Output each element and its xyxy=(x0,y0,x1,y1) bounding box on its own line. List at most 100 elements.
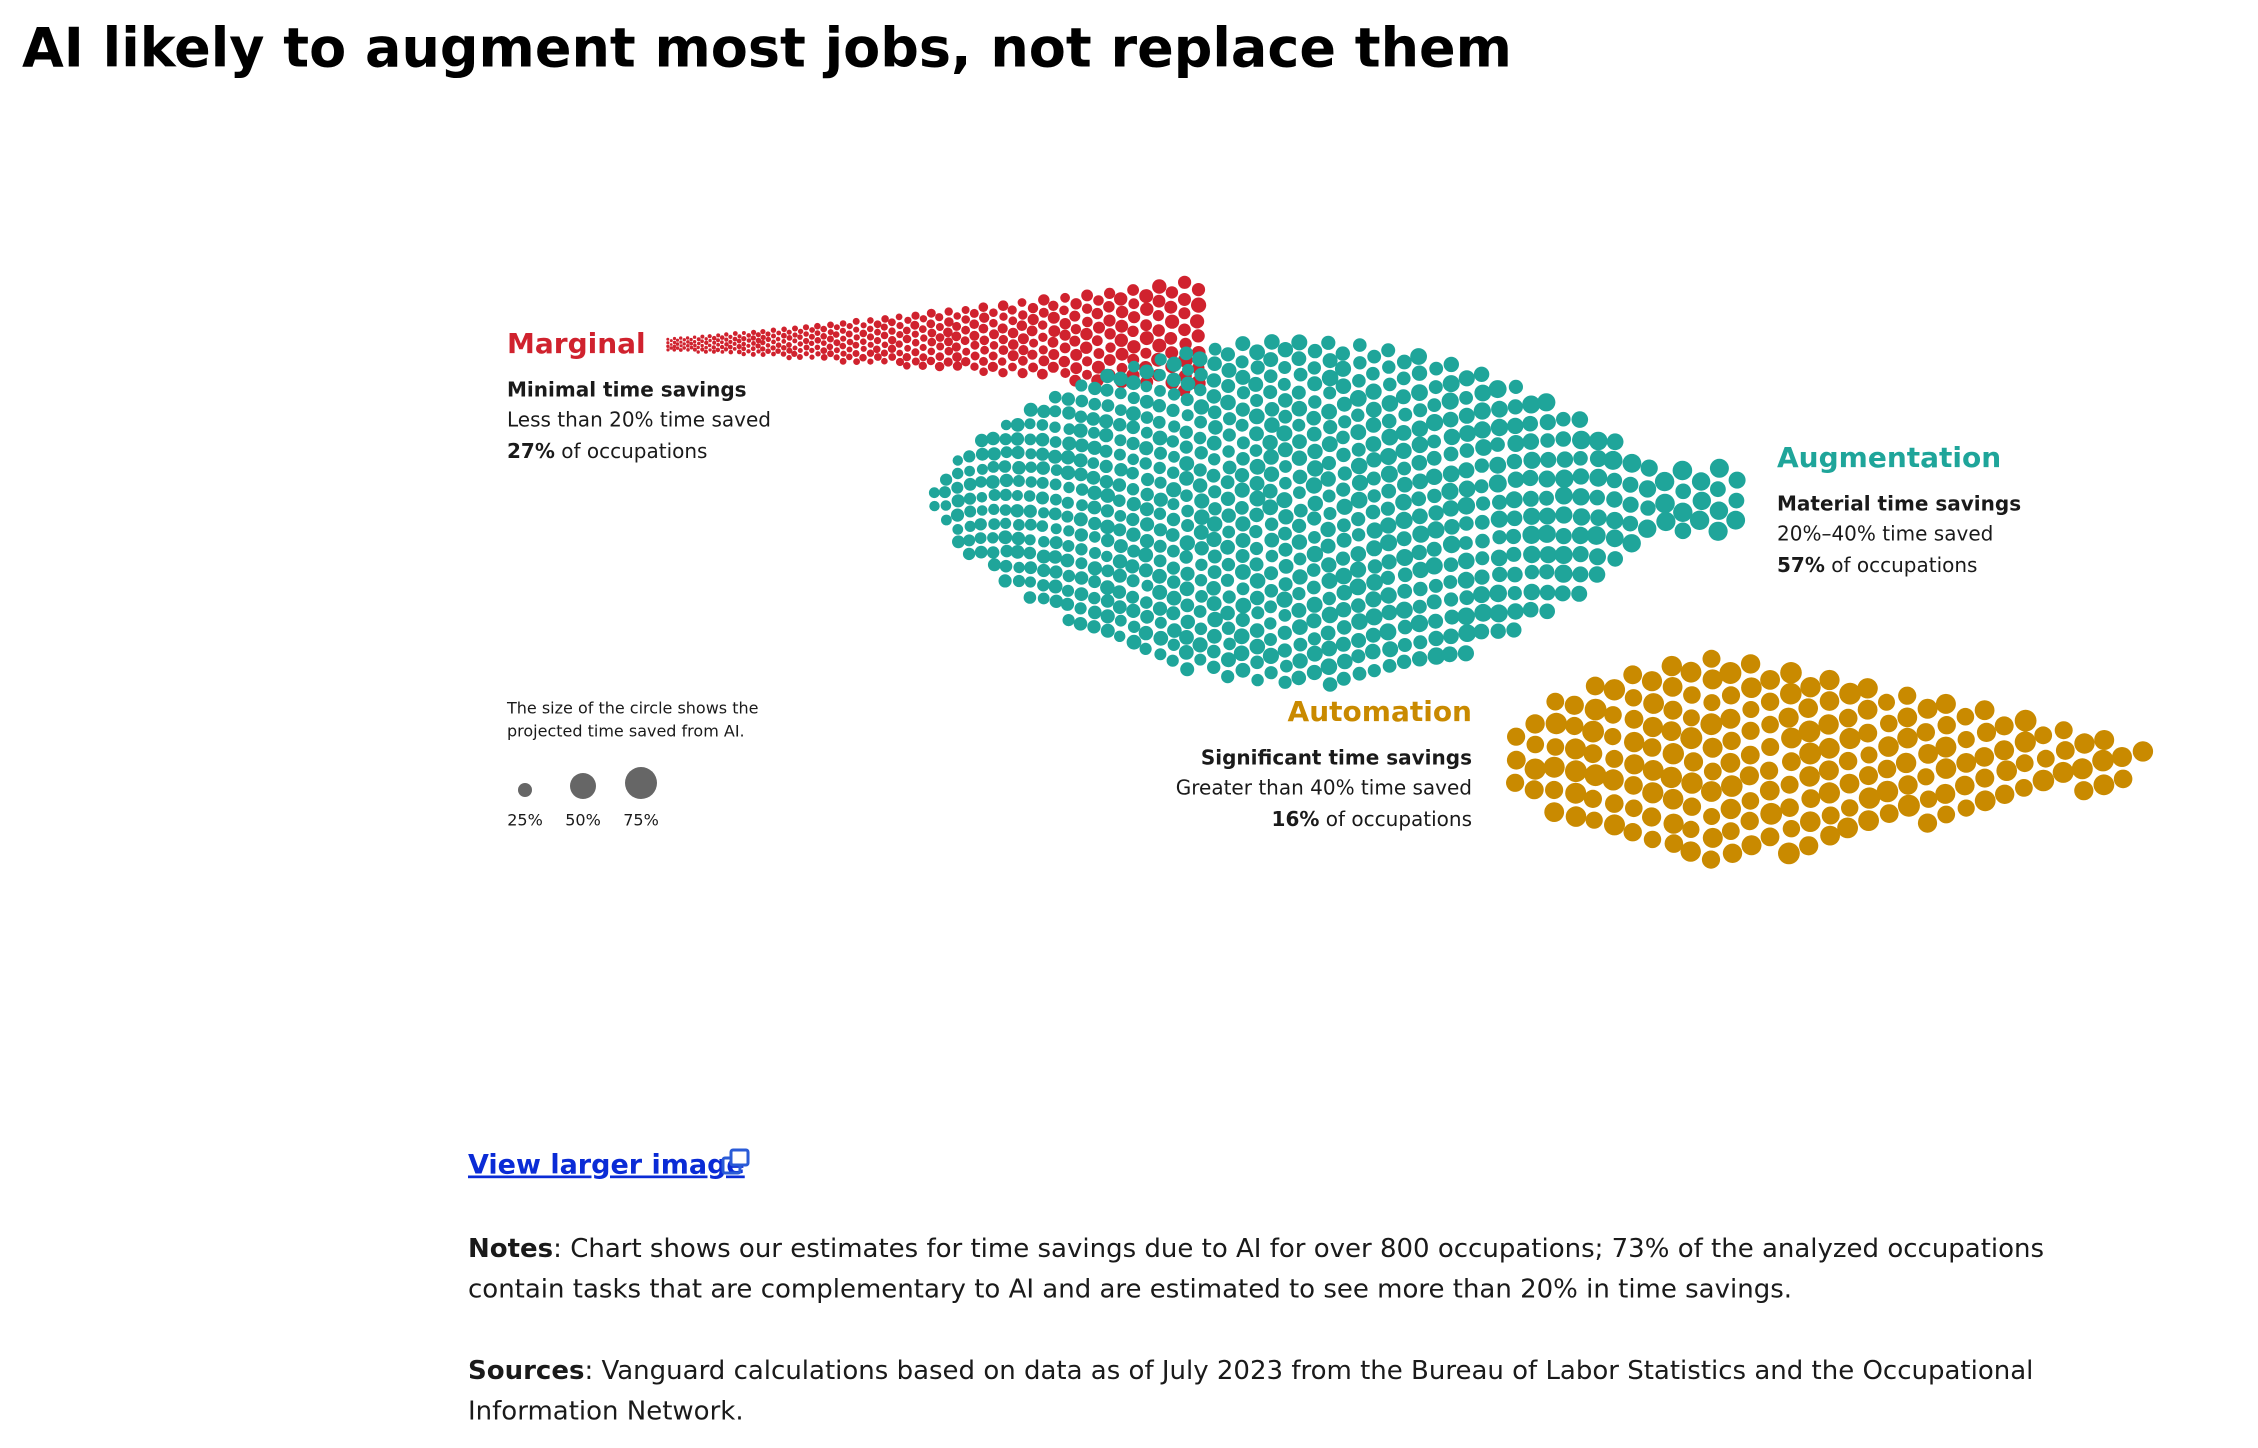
occupation-dot xyxy=(904,344,911,352)
occupation-dot xyxy=(1250,360,1265,375)
occupation-dot xyxy=(1365,383,1382,400)
occupation-dot xyxy=(1365,417,1382,433)
occupation-dot xyxy=(720,340,724,345)
occupation-dot xyxy=(1522,415,1538,432)
occupation-dot xyxy=(987,447,1001,461)
occupation-dot xyxy=(1780,775,1799,794)
occupation-dot xyxy=(1606,511,1624,530)
occupation-dot xyxy=(1075,394,1089,408)
occupation-dot xyxy=(1412,561,1429,579)
occupation-dot xyxy=(1307,361,1322,375)
group-subtitle: Minimal time savings xyxy=(507,378,747,402)
group-name: Automation xyxy=(1288,695,1472,728)
occupation-dot xyxy=(1152,415,1166,429)
occupation-dot xyxy=(1027,313,1039,326)
occupation-dot xyxy=(988,503,1000,515)
occupation-dot xyxy=(1193,431,1207,445)
occupation-dot xyxy=(1544,802,1565,822)
occupation-dot xyxy=(1235,402,1250,417)
occupation-dot xyxy=(1474,384,1492,402)
occupation-dot xyxy=(715,347,721,353)
occupation-dot xyxy=(1126,634,1142,650)
occupation-dot xyxy=(741,331,746,335)
occupation-dot xyxy=(1663,813,1684,834)
occupation-dot xyxy=(1038,536,1050,548)
occupation-dot xyxy=(1524,780,1544,800)
occupation-dot xyxy=(2055,741,2075,760)
occupation-dot xyxy=(1703,694,1721,712)
occupation-dot xyxy=(1680,661,1702,683)
occupation-dot xyxy=(1291,385,1306,400)
occupation-dot xyxy=(1249,490,1266,507)
occupation-dot xyxy=(1624,689,1643,707)
occupation-dot xyxy=(1522,395,1541,414)
occupation-dot xyxy=(1101,399,1115,412)
occupation-dot xyxy=(1604,728,1622,746)
occupation-dot xyxy=(1322,591,1337,606)
occupation-dot xyxy=(1728,492,1745,509)
occupation-dot xyxy=(1818,760,1839,781)
occupation-dot xyxy=(975,447,989,461)
occupation-dot xyxy=(1351,528,1366,542)
occupation-dot xyxy=(741,346,747,352)
occupation-dot xyxy=(1207,549,1222,564)
occupation-dot xyxy=(1060,597,1075,611)
occupation-dot xyxy=(1140,517,1155,532)
occupation-dot xyxy=(1565,738,1586,760)
occupation-dot xyxy=(1105,342,1116,353)
occupation-dot xyxy=(866,349,875,357)
legend-size-label: 50% xyxy=(565,811,601,830)
occupation-dot xyxy=(1800,677,1821,698)
occupation-dot xyxy=(1664,834,1684,853)
occupation-dot xyxy=(1321,436,1338,453)
occupation-dot xyxy=(952,352,962,362)
group-share: 57% of occupations xyxy=(1777,553,1977,577)
occupation-dot xyxy=(950,508,965,522)
occupation-dot xyxy=(1126,590,1140,604)
occupation-dot xyxy=(1937,805,1956,824)
occupation-dot xyxy=(1128,298,1140,310)
occupation-dot xyxy=(1306,580,1321,595)
occupation-dot xyxy=(1278,393,1293,408)
occupation-dot xyxy=(852,317,860,325)
occupation-dot xyxy=(1428,578,1443,593)
occupation-dot xyxy=(951,494,965,508)
occupation-dot xyxy=(1397,476,1413,493)
occupation-dot xyxy=(1000,517,1012,530)
occupation-dot xyxy=(1322,489,1336,503)
occupation-dot xyxy=(1036,461,1050,475)
occupation-dot xyxy=(1091,307,1104,320)
occupation-dot xyxy=(1206,435,1222,451)
occupation-dot xyxy=(874,328,881,336)
occupation-dot xyxy=(1049,478,1062,491)
occupation-dot xyxy=(1554,585,1571,602)
occupation-dot xyxy=(840,335,847,342)
occupation-dot xyxy=(746,343,751,348)
occupation-dot xyxy=(974,532,987,544)
occupation-dot xyxy=(852,350,860,357)
occupation-dot xyxy=(1221,362,1237,378)
occupation-dot xyxy=(1181,504,1194,518)
occupation-dot xyxy=(1278,361,1292,374)
occupation-dot xyxy=(1049,565,1063,579)
occupation-dot xyxy=(1179,456,1195,472)
occupation-dot xyxy=(1114,387,1127,400)
occupation-dot xyxy=(826,343,834,351)
occupation-dot xyxy=(936,342,945,351)
occupation-dot xyxy=(1152,310,1164,322)
group-range: 20%–40% time saved xyxy=(1777,522,1993,546)
occupation-dot xyxy=(1060,368,1071,378)
occupation-dot xyxy=(1263,466,1280,482)
occupation-dot xyxy=(1100,594,1115,608)
occupation-dot xyxy=(1194,493,1210,509)
occupation-dot xyxy=(998,334,1008,345)
occupation-dot xyxy=(1522,433,1540,450)
occupation-dot xyxy=(1013,561,1025,574)
occupation-dot xyxy=(1167,466,1180,479)
occupation-dot xyxy=(675,342,680,346)
occupation-dot xyxy=(1221,652,1236,668)
occupation-dot xyxy=(1584,698,1607,721)
occupation-dot xyxy=(1545,780,1564,800)
occupation-dot xyxy=(1152,324,1165,337)
view-larger-link[interactable]: View larger image xyxy=(468,1150,745,1181)
